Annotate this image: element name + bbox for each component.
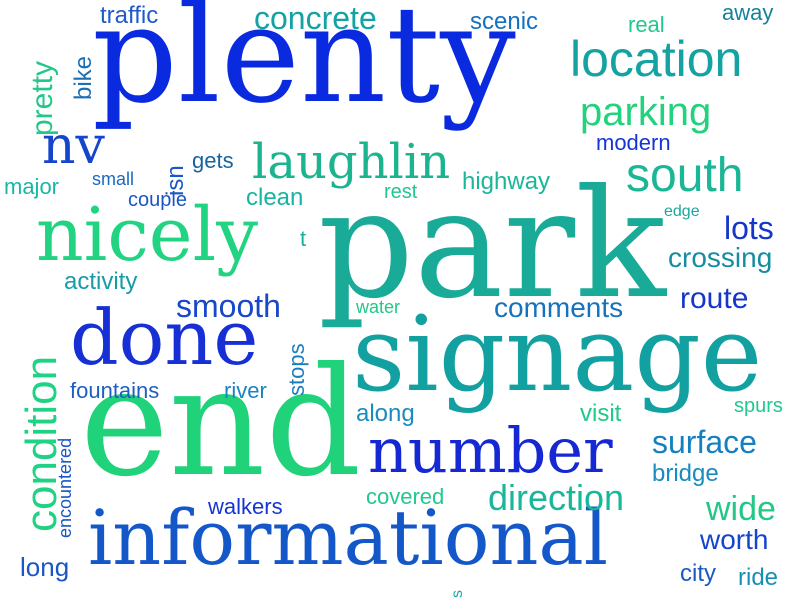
- word-parking: parking: [580, 90, 712, 134]
- word-informational: informational: [88, 493, 609, 582]
- word-t: t: [300, 226, 307, 251]
- word-covered: covered: [366, 484, 445, 509]
- word-major: major: [4, 174, 60, 199]
- word-rest: rest: [384, 181, 418, 203]
- word-ride: ride: [738, 564, 779, 591]
- word-done: done: [70, 293, 259, 382]
- word-river: river: [224, 378, 267, 403]
- word-plenty: plenty: [92, 0, 516, 133]
- word-activity: activity: [64, 268, 138, 295]
- word-number: number: [368, 414, 613, 487]
- word-crossing: crossing: [668, 242, 773, 273]
- word-bike: bike: [70, 55, 97, 100]
- word-small: small: [92, 169, 135, 189]
- word-concrete: concrete: [254, 0, 377, 36]
- word-smooth: smooth: [176, 288, 281, 324]
- word-route: route: [680, 282, 749, 315]
- word-gets: gets: [192, 148, 234, 173]
- word-signage: signage: [352, 293, 763, 415]
- word-nv: nv: [42, 116, 105, 176]
- word-worth: worth: [700, 524, 769, 555]
- word-pretty: pretty: [26, 60, 59, 136]
- word-location: location: [570, 31, 743, 87]
- word-lots: lots: [724, 210, 774, 246]
- word-stops: stops: [284, 343, 309, 396]
- word-fountains: fountains: [70, 378, 160, 403]
- word-encountered: encountered: [55, 437, 75, 538]
- word-long: long: [20, 552, 70, 582]
- word-couple: couple: [128, 189, 187, 211]
- word-city: city: [680, 560, 716, 587]
- word-surface: surface: [652, 424, 757, 460]
- word-along: along: [356, 400, 415, 427]
- word-nicely: nicely: [36, 192, 259, 278]
- word-real: real: [628, 12, 665, 37]
- word-direction: direction: [488, 477, 625, 518]
- word-spurs: spurs: [734, 395, 783, 417]
- word-isn: isn: [162, 165, 189, 196]
- word-walkers: walkers: [208, 494, 283, 519]
- word-wide: wide: [706, 490, 776, 528]
- word-water: water: [356, 297, 401, 317]
- word-scenic: scenic: [470, 8, 539, 35]
- word-traffic: traffic: [100, 2, 159, 29]
- word-clean: clean: [246, 184, 304, 211]
- word-modern: modern: [596, 130, 671, 155]
- word-park: park: [318, 158, 667, 332]
- word-end: end: [80, 336, 362, 510]
- word-laughlin: laughlin: [252, 134, 451, 190]
- word-s: s: [449, 590, 466, 598]
- word-bridge: bridge: [652, 460, 719, 487]
- word-visit: visit: [580, 400, 622, 427]
- word-edge: edge: [664, 203, 700, 220]
- word-south: south: [626, 149, 744, 202]
- word-away: away: [722, 0, 774, 25]
- word-highway: highway: [462, 168, 551, 195]
- word-comments: comments: [494, 292, 624, 323]
